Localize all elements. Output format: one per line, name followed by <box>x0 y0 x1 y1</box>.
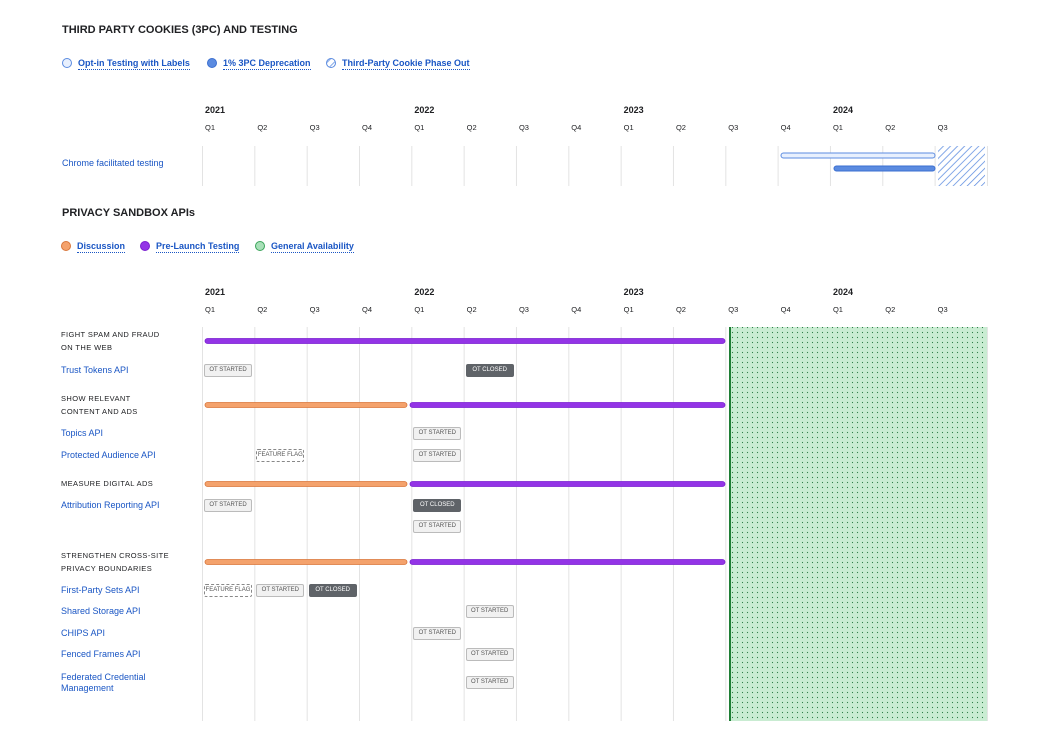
status-badge: OT STARTED <box>256 583 305 597</box>
timeline-bar <box>204 338 726 344</box>
quarter-label: Q1 <box>623 305 634 314</box>
year-label: 2022 <box>414 105 435 115</box>
quarter-label: Q3 <box>937 305 948 314</box>
legend-item[interactable]: 1% 3PC Deprecation <box>223 58 311 70</box>
status-badge: OT STARTED <box>204 363 252 377</box>
quarter-label: Q4 <box>780 305 791 314</box>
group-title: PRIVACY BOUNDARIES <box>61 564 153 573</box>
quarter-label: Q3 <box>728 123 739 132</box>
group-title: STRENGTHEN CROSS-SITE <box>61 551 169 560</box>
legend-swatch <box>255 241 265 251</box>
year-label: 2022 <box>414 287 435 297</box>
api-label[interactable]: Trust Tokens API <box>61 365 129 375</box>
section-title: PRIVACY SANDBOX APIs <box>62 207 196 219</box>
api-label[interactable]: Fenced Frames API <box>61 649 141 659</box>
year-label: 2023 <box>623 105 644 115</box>
status-badge: FEATURE FLAG <box>256 448 305 462</box>
quarter-label: Q3 <box>309 123 320 132</box>
quarter-label: Q2 <box>885 305 896 314</box>
legend-item[interactable]: General Availability <box>271 241 354 253</box>
api-label[interactable]: Shared Storage API <box>61 606 141 616</box>
timeline-bar <box>204 559 408 565</box>
legend-swatch <box>326 58 336 68</box>
api-label[interactable]: Federated Credential <box>61 671 146 682</box>
legend-item[interactable]: Discussion <box>77 241 126 253</box>
timeline-bar <box>780 152 936 159</box>
status-badge: OT STARTED <box>413 426 462 440</box>
status-badge: OT STARTED <box>204 498 252 512</box>
status-badge: OT CLOSED <box>308 583 357 597</box>
quarter-label: Q1 <box>205 123 216 132</box>
group-title: MEASURE DIGITAL ADS <box>61 479 154 488</box>
api-label[interactable]: Protected Audience API <box>61 450 156 460</box>
status-badge: OT STARTED <box>465 647 514 661</box>
year-label: 2021 <box>205 105 226 115</box>
quarter-label: Q2 <box>466 123 477 132</box>
api-label[interactable]: First-Party Sets API <box>61 585 140 595</box>
timeline-bar <box>409 559 726 565</box>
legend-swatch <box>61 241 71 251</box>
timeline-bar <box>833 165 936 172</box>
legend-item[interactable]: Third-Party Cookie Phase Out <box>342 58 470 70</box>
status-badge: OT STARTED <box>465 675 514 689</box>
timeline-bar <box>409 402 726 408</box>
quarter-label: Q2 <box>257 123 268 132</box>
status-badge: OT STARTED <box>413 626 462 640</box>
quarter-label: Q2 <box>466 305 477 314</box>
quarter-label: Q4 <box>571 123 582 132</box>
quarter-label: Q3 <box>518 123 529 132</box>
group-title: FIGHT SPAM AND FRAUD <box>61 330 160 339</box>
api-label[interactable]: Management <box>61 682 114 693</box>
quarter-label: Q2 <box>675 305 686 314</box>
year-label: 2024 <box>832 287 853 297</box>
legend-swatch <box>140 241 150 251</box>
group-title: CONTENT AND ADS <box>61 407 138 416</box>
quarter-label: Q4 <box>361 123 372 132</box>
status-badge: OT CLOSED <box>413 498 462 512</box>
api-label[interactable]: Attribution Reporting API <box>61 500 160 510</box>
quarter-label: Q4 <box>571 305 582 314</box>
year-label: 2021 <box>205 287 226 297</box>
quarter-label: Q2 <box>257 305 268 314</box>
status-badge: OT STARTED <box>413 519 462 533</box>
timeline-bar <box>409 481 726 487</box>
legend-item[interactable]: Pre-Launch Testing <box>156 241 240 253</box>
quarter-label: Q4 <box>780 123 791 132</box>
year-label: 2024 <box>832 105 853 115</box>
timeline-bar <box>204 402 408 408</box>
quarter-label: Q2 <box>885 123 896 132</box>
quarter-label: Q1 <box>832 123 843 132</box>
status-badge: FEATURE FLAG <box>204 583 252 597</box>
api-label[interactable]: CHIPS API <box>61 628 106 638</box>
legend-item[interactable]: Opt-in Testing with Labels <box>78 58 190 70</box>
section-title: THIRD PARTY COOKIES (3PC) AND TESTING <box>62 24 298 36</box>
timeline-bar <box>204 481 408 487</box>
group-title: ON THE WEB <box>61 343 113 352</box>
quarter-label: Q3 <box>728 305 739 314</box>
legend-swatch <box>207 58 217 68</box>
quarter-label: Q1 <box>414 123 425 132</box>
status-badge: OT CLOSED <box>465 363 514 377</box>
row-label: Chrome facilitated testing <box>62 158 164 168</box>
quarter-label: Q1 <box>414 305 425 314</box>
quarter-label: Q1 <box>832 305 843 314</box>
quarter-label: Q1 <box>205 305 216 314</box>
quarter-label: Q3 <box>518 305 529 314</box>
phase-out-area <box>938 146 985 186</box>
quarter-label: Q1 <box>623 123 634 132</box>
legend-swatch <box>62 58 72 68</box>
quarter-label: Q4 <box>361 305 372 314</box>
status-badge: OT STARTED <box>465 604 514 618</box>
year-label: 2023 <box>623 287 644 297</box>
quarter-label: Q3 <box>309 305 320 314</box>
api-label[interactable]: Topics API <box>61 428 104 438</box>
quarter-label: Q2 <box>675 123 686 132</box>
availability-area <box>730 327 987 721</box>
group-title: SHOW RELEVANT <box>61 394 131 403</box>
status-badge: OT STARTED <box>413 448 462 462</box>
quarter-label: Q3 <box>937 123 948 132</box>
